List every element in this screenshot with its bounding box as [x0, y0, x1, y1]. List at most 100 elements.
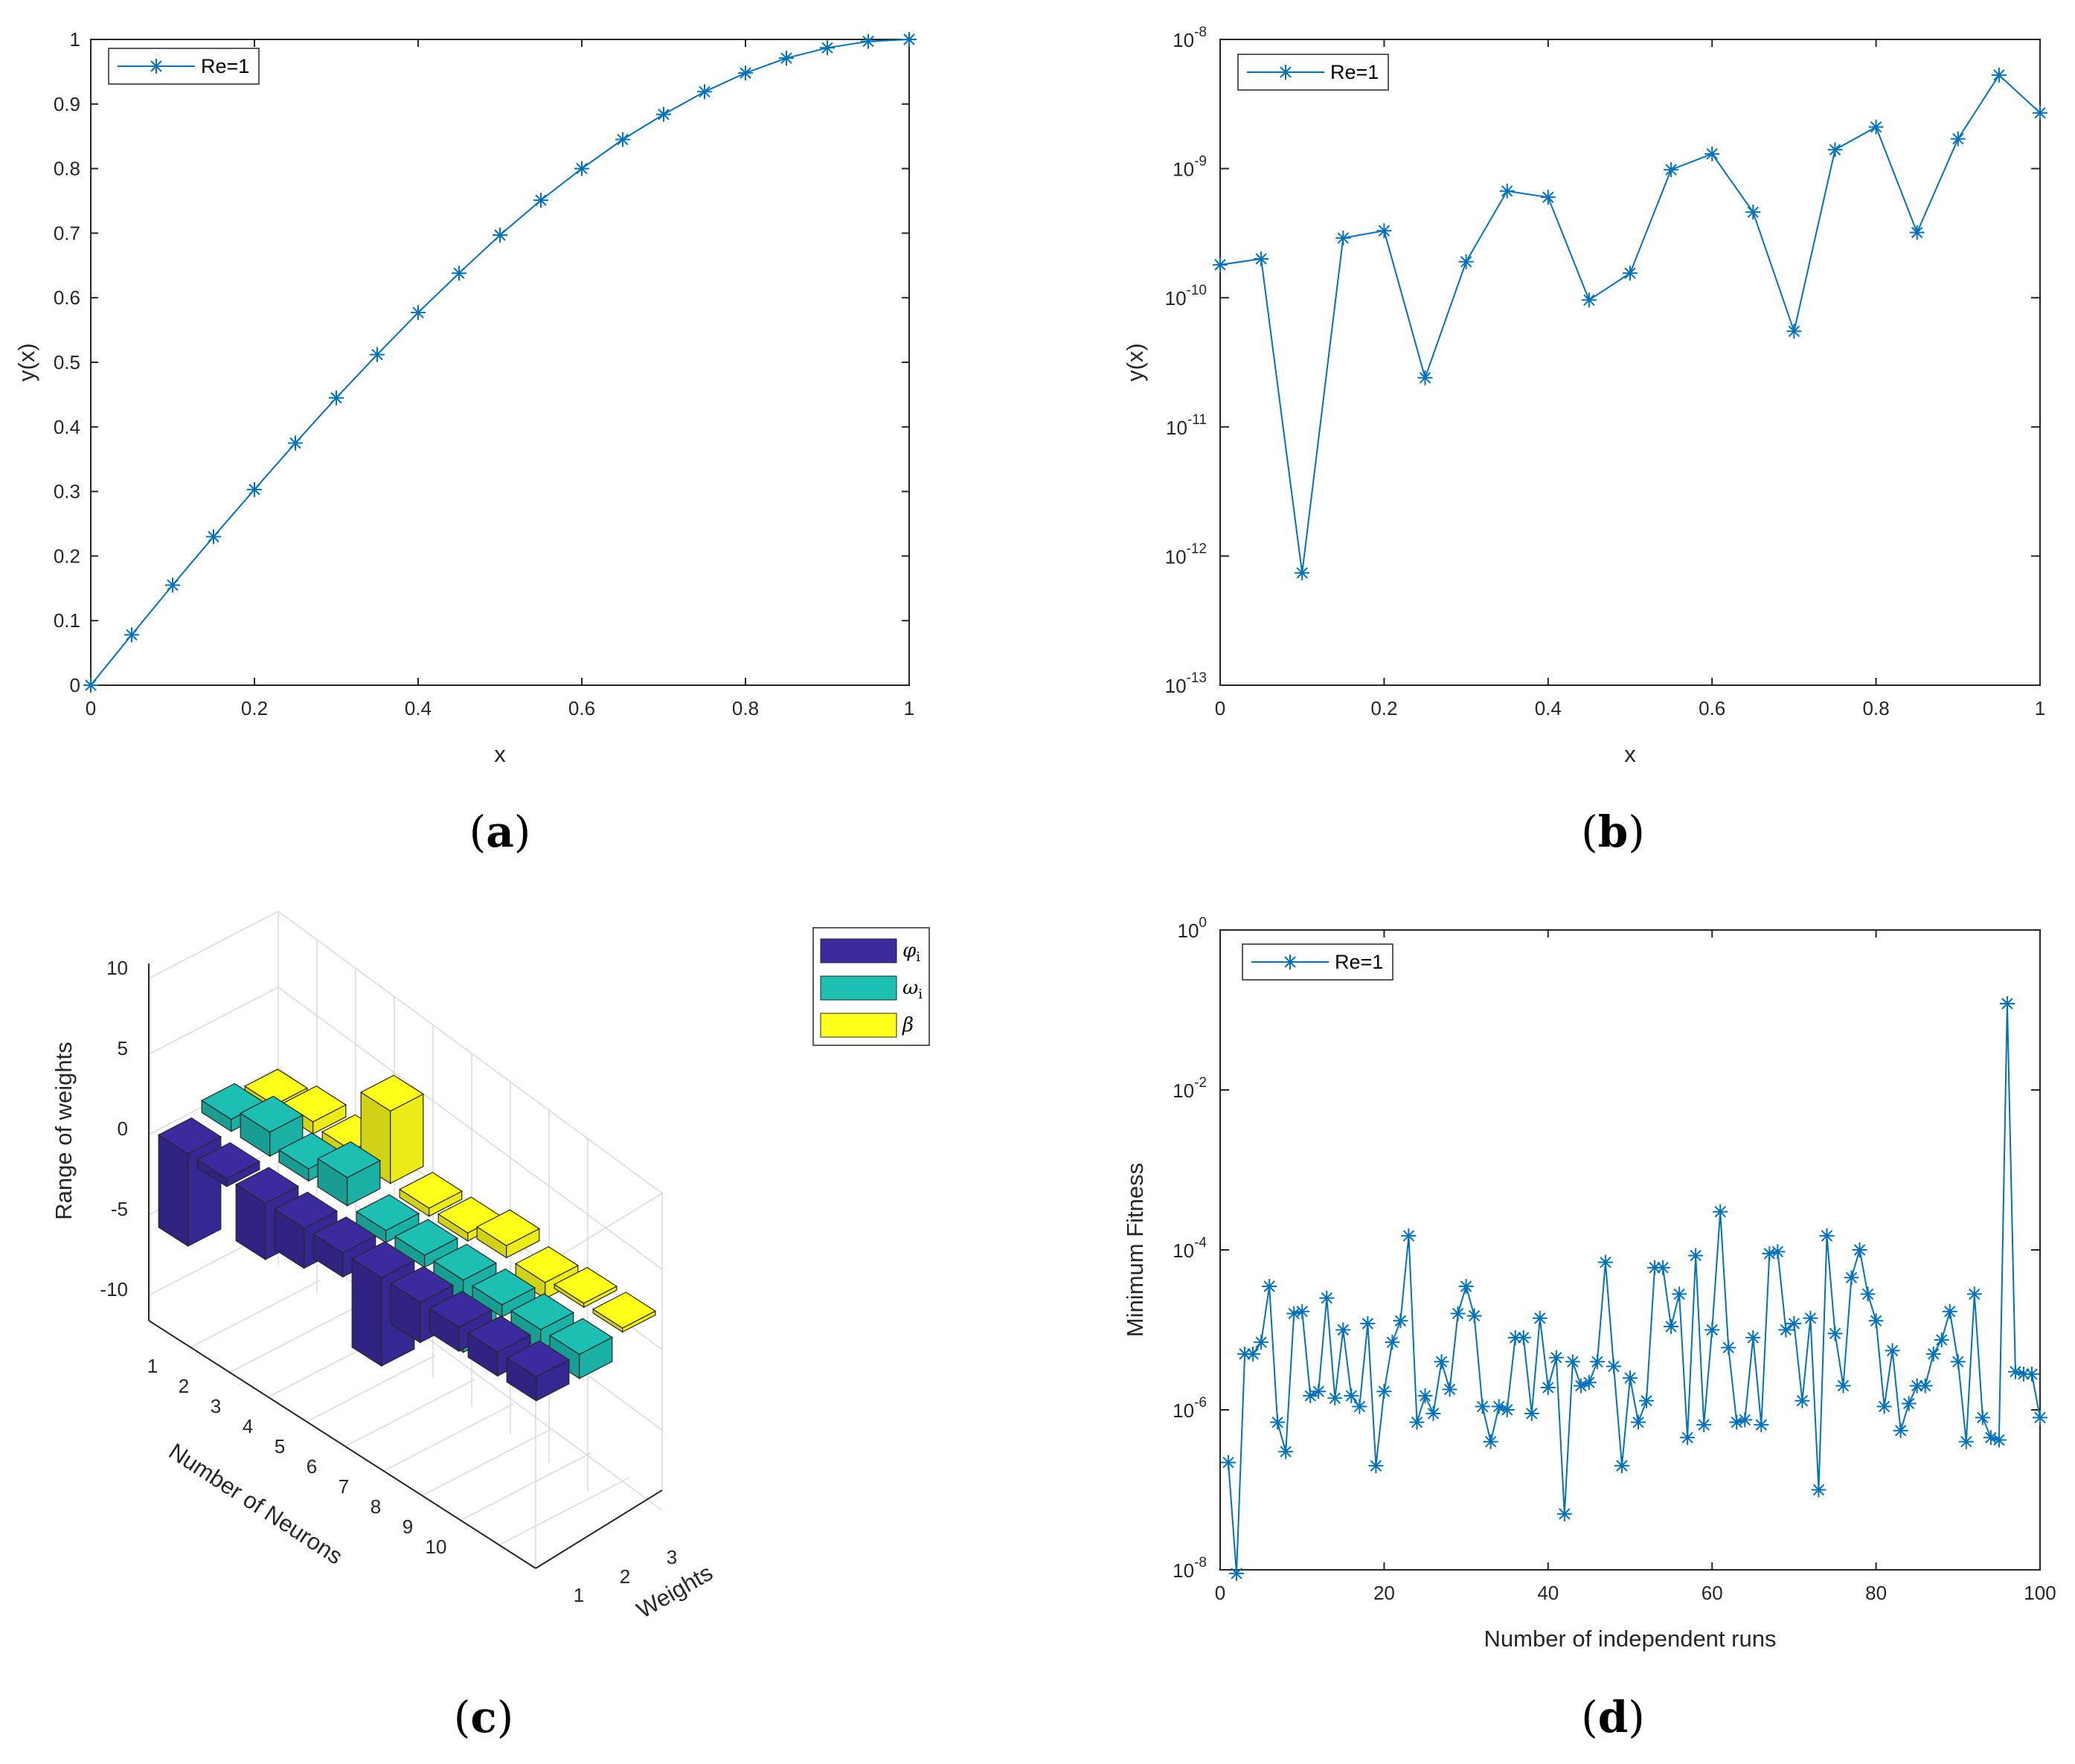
panel-d-ytick-label: 10-6	[1173, 1395, 1207, 1422]
panel-d-data-point	[1393, 1313, 1408, 1329]
panel-d-data-point	[1245, 1346, 1261, 1362]
panel-a-ticks: 0 0.2 0.4 0.6 0.8 1 0 0.1 0.2 0.3 0.4 0.5 0.6 0.7 0.8 0…	[54, 28, 914, 719]
panel-c-bar-phi-neuron-1-front	[158, 1134, 189, 1247]
panel-a-legend-marker	[149, 59, 164, 74]
panel-d-xtick-label: 0	[1215, 1582, 1225, 1604]
panel-d-data-point	[1999, 995, 2015, 1011]
panel-a-data-point	[820, 40, 835, 56]
panel-c-bar-omega-neuron-7-top	[433, 1243, 497, 1281]
panel-c-subfigure-label: (c)	[454, 1692, 514, 1742]
panel-c: 10 5 0 -5 -10 Range of weights 1 2 3 4 5…	[51, 911, 930, 1742]
panel-d-data-point	[1524, 1405, 1539, 1421]
panel-b-ytick-label: 10-8	[1173, 25, 1207, 51]
panel-b-subfigure-label: (b)	[1581, 806, 1645, 857]
panel-c-bar-phi-neuron-7-top	[390, 1266, 454, 1303]
panel-a: 0 0.2 0.4 0.6 0.8 1 0 0.1 0.2 0.3 0.4 0.5 0.6 0.7 0.8 0…	[13, 28, 917, 857]
panel-d-data-point	[1664, 1319, 1679, 1335]
panel-d-data-point	[1745, 1330, 1761, 1345]
panel-b-legend: Re=1	[1237, 54, 1389, 91]
panel-c-legend-swatch-omega	[820, 975, 897, 1001]
panel-d-data-point	[1556, 1506, 1572, 1521]
panel-d-data-point	[1352, 1399, 1367, 1414]
panel-a-data-point	[861, 33, 876, 49]
panel-b-data-point	[1704, 146, 1720, 161]
panel-a-data-point	[288, 435, 303, 451]
panel-b-ylabel: y(x)	[1122, 343, 1148, 382]
panel-c-bar-phi-neuron-10-top	[506, 1340, 570, 1378]
panel-d-data-point	[1778, 1322, 1794, 1338]
panel-c-floor-right-edge	[535, 1489, 663, 1569]
panel-b-data-point	[1581, 292, 1597, 308]
panel-c-weight-tick: 1	[574, 1584, 584, 1606]
panel-d-data-point	[1295, 1303, 1310, 1319]
panel-c-ylabel: Weights	[632, 1559, 717, 1623]
panel-c-neuron-tick: 9	[403, 1516, 413, 1538]
panel-b-axes-box	[1219, 39, 2041, 686]
panel-d-data-point	[1835, 1378, 1851, 1393]
panel-d-data-point	[1385, 1335, 1400, 1350]
panel-d-data-point	[1704, 1322, 1720, 1338]
panel-a-data-point	[247, 481, 262, 497]
panel-d-data-point	[1597, 1254, 1613, 1270]
panel-a-ytick-label: 0.9	[54, 93, 80, 115]
panel-a-ytick-label: 0	[70, 674, 80, 696]
panel-b-data-point	[1991, 67, 2007, 83]
panel-d-data-point	[1672, 1286, 1687, 1302]
panel-d-data-point	[1475, 1399, 1490, 1414]
panel-a-xtick-label: 0	[86, 697, 96, 719]
panel-d-data-point	[1319, 1290, 1335, 1306]
panel-d-data-point	[2007, 1364, 2023, 1379]
panel-d-data-point	[1696, 1417, 1712, 1433]
panel-b-data-point	[1909, 225, 1925, 240]
panel-c-zlabel: Range of weights	[51, 1042, 77, 1220]
panel-d-data-point	[1360, 1315, 1376, 1331]
panel-d-markers	[1221, 995, 2047, 1581]
panel-d-ytick-label: 10-8	[1173, 1555, 1207, 1582]
panel-b-legend-marker	[1278, 65, 1293, 80]
panel-d-data-point	[1499, 1402, 1515, 1417]
panel-d-legend-label: Re=1	[1335, 951, 1383, 973]
panel-d-data-point	[1827, 1326, 1843, 1341]
panel-d-data-point	[1540, 1380, 1556, 1396]
panel-d-data-point	[1942, 1303, 1957, 1319]
panel-c-bar-omega-neuron-8-top	[472, 1269, 536, 1306]
panel-d-data-point	[1368, 1458, 1384, 1474]
panel-a-data-point	[370, 347, 385, 362]
panel-d-data-point	[1770, 1244, 1786, 1260]
panel-d-ytick-label: 100	[1178, 915, 1208, 942]
panel-a-data-point	[452, 266, 466, 281]
panel-b-data-point	[1213, 257, 1228, 272]
panel-c-bar-omega-neuron-10-top	[549, 1318, 613, 1356]
panel-b-data-point	[1295, 565, 1310, 581]
panel-c-bar-beta-neuron-1-top	[244, 1068, 308, 1106]
panel-d-data-point	[1754, 1417, 1769, 1433]
panel-b-data-point	[1499, 183, 1515, 199]
panel-a-markers	[83, 32, 917, 693]
panel-b-data-point	[1540, 190, 1556, 205]
panel-b-ticks: 0 0.2 0.4 0.6 0.8 1 10-13 10-12 10-11 10-10 10-9 10…	[1165, 25, 2046, 719]
panel-a-ylabel: y(x)	[13, 343, 39, 382]
panel-c-z-ticks: 10 5 0 -5 -10	[100, 957, 128, 1300]
panel-a-ytick-label: 0.2	[54, 545, 80, 567]
panel-d-data-point	[1925, 1346, 1941, 1362]
panel-b-data-point	[1254, 251, 1269, 266]
panel-d-data-point	[1975, 1410, 1990, 1425]
panel-d-ylabel: Minimum Fitness	[1122, 1163, 1148, 1337]
panel-a-data-point	[615, 132, 630, 147]
panel-a-ytick-label: 0.6	[54, 286, 80, 309]
panel-a-xtick-label: 0.8	[732, 697, 759, 719]
panel-c-bar-phi-neuron-2-top	[196, 1142, 260, 1179]
panel-d-data-point	[1229, 1565, 1245, 1581]
panel-d-data-point	[1623, 1370, 1638, 1386]
panel-d-data-point	[1344, 1388, 1359, 1404]
panel-c-bar-phi-neuron-4-top	[274, 1191, 338, 1229]
panel-a-ytick-label: 1	[70, 28, 80, 51]
panel-c-neuron-tick: 1	[147, 1355, 158, 1377]
panel-d-data-point	[1966, 1286, 1982, 1302]
panel-d-data-point	[2024, 1366, 2039, 1382]
panel-a-series-line	[90, 39, 910, 686]
panel-b-ytick-label: 10-11	[1166, 412, 1207, 439]
panel-a-data-point	[165, 577, 180, 593]
panel-d-xtick-label: 40	[1537, 1582, 1559, 1604]
panel-d-data-point	[1983, 1430, 1998, 1446]
